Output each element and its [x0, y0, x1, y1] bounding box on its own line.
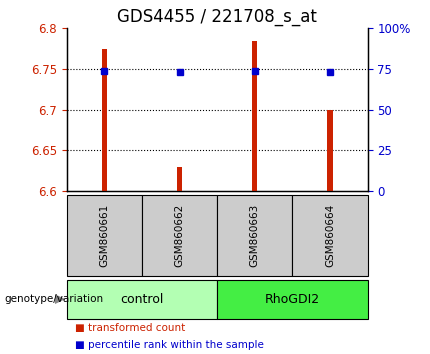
Text: control: control: [120, 293, 163, 306]
Bar: [101, 49, 107, 191]
Bar: [142, 195, 217, 276]
Bar: [217, 195, 292, 276]
Text: RhoGDI2: RhoGDI2: [265, 293, 320, 306]
Bar: [252, 41, 258, 191]
Bar: [217, 280, 368, 319]
Text: GSM860662: GSM860662: [175, 204, 184, 267]
Polygon shape: [55, 294, 65, 304]
Text: GSM860663: GSM860663: [250, 204, 260, 267]
Bar: [67, 280, 217, 319]
Bar: [177, 167, 182, 191]
Title: GDS4455 / 221708_s_at: GDS4455 / 221708_s_at: [117, 8, 317, 25]
Bar: [327, 110, 333, 191]
Text: GSM860661: GSM860661: [99, 204, 109, 267]
Text: GSM860664: GSM860664: [325, 204, 335, 267]
Bar: [67, 195, 142, 276]
Text: genotype/variation: genotype/variation: [4, 294, 104, 304]
Text: ■ percentile rank within the sample: ■ percentile rank within the sample: [75, 341, 264, 350]
Text: ■ transformed count: ■ transformed count: [75, 323, 185, 333]
Bar: [292, 195, 368, 276]
